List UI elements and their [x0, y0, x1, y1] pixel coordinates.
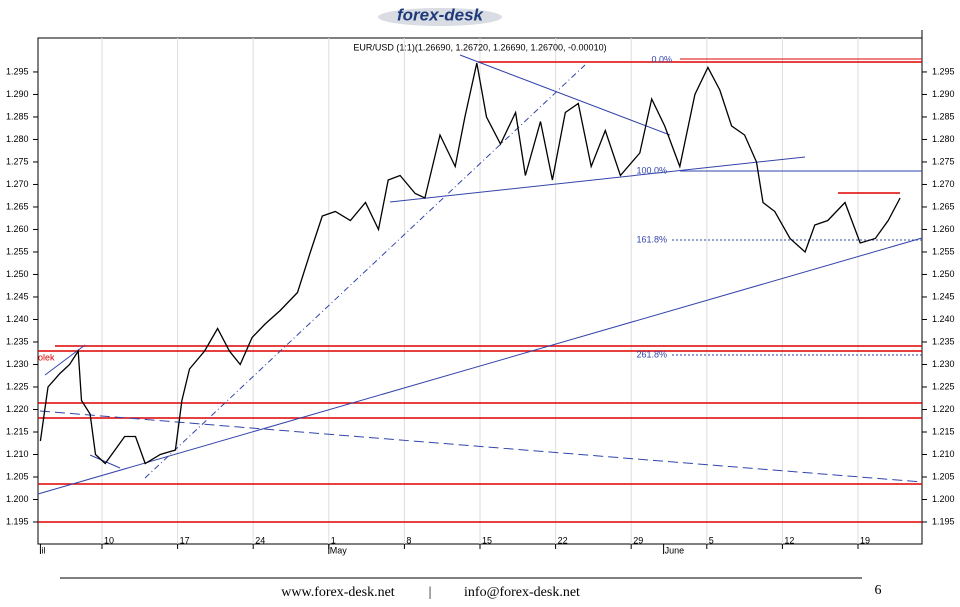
x-tick-label: 17: [180, 535, 190, 545]
y-tick-label: 1.235: [6, 336, 29, 346]
y-tick-label: 1.210: [6, 449, 29, 459]
y-tick-label-right: 1.230: [932, 359, 955, 369]
y-tick-label-right: 1.250: [932, 269, 955, 279]
logo: forex-desk: [397, 5, 485, 24]
page-number: 6: [875, 583, 882, 598]
fib-label: 161.8%: [636, 234, 667, 244]
y-tick-label-right: 1.275: [932, 156, 955, 166]
price-line: [39, 62, 901, 465]
footer-website: www.forex-desk.net: [281, 585, 394, 600]
trend-line: [144, 64, 586, 479]
channel-line: [89, 454, 121, 469]
y-tick-label: 1.285: [6, 111, 29, 121]
drawings: [37, 54, 923, 523]
y-tick-label-right: 1.295: [932, 66, 955, 76]
y-tick-label: 1.245: [6, 291, 29, 301]
chart-title: EUR/USD (1:1)(1.26690, 1.26720, 1.26690,…: [353, 42, 606, 52]
y-tick-label-right: 1.200: [932, 494, 955, 504]
y-tick-label: 1.295: [6, 66, 29, 76]
y-tick-label: 1.265: [6, 201, 29, 211]
level-label: olek: [38, 352, 55, 362]
y-tick-label: 1.215: [6, 426, 29, 436]
y-tick-label-right: 1.255: [932, 246, 955, 256]
trend-line: [459, 54, 671, 136]
x-tick-label: 24: [255, 535, 265, 545]
x-tick-label: 8: [406, 535, 411, 545]
y-tick-label: 1.270: [6, 179, 29, 189]
y-tick-label: 1.275: [6, 156, 29, 166]
month-label: il: [41, 545, 45, 555]
x-tick-label: 22: [558, 535, 568, 545]
y-tick-label-right: 1.225: [932, 381, 955, 391]
y-tick-label-right: 1.240: [932, 314, 955, 324]
y-tick-label-right: 1.290: [932, 89, 955, 99]
fib-label: 100.0%: [636, 165, 667, 175]
y-tick-label: 1.255: [6, 246, 29, 256]
y-tick-label-right: 1.235: [932, 336, 955, 346]
y-tick-label-right: 1.260: [932, 224, 955, 234]
y-tick-label-right: 1.195: [932, 516, 955, 526]
fib-label: 0.0%: [651, 54, 672, 64]
y-tick-label-right: 1.245: [932, 291, 955, 301]
y-tick-label: 1.290: [6, 89, 29, 99]
y-tick-label: 1.220: [6, 404, 29, 414]
month-label: June: [665, 545, 685, 555]
fib-label: 261.8%: [636, 349, 667, 359]
y-tick-label: 1.195: [6, 516, 29, 526]
y-tick-label-right: 1.220: [932, 404, 955, 414]
trend-line: [39, 410, 923, 483]
month-label: May: [330, 545, 348, 555]
y-tick-label: 1.260: [6, 224, 29, 234]
y-tick-label-right: 1.270: [932, 179, 955, 189]
y-tick-label: 1.200: [6, 494, 29, 504]
y-tick-label: 1.240: [6, 314, 29, 324]
y-tick-label-right: 1.215: [932, 426, 955, 436]
y-tick-label: 1.280: [6, 134, 29, 144]
y-tick-label-right: 1.205: [932, 471, 955, 481]
y-tick-label-right: 1.285: [932, 111, 955, 121]
x-tick-label: 12: [784, 535, 794, 545]
trend-line: [389, 156, 806, 203]
y-tick-label: 1.230: [6, 359, 29, 369]
logo-swoosh: [378, 8, 502, 26]
x-tick-label: 15: [482, 535, 492, 545]
x-tick-label: 5: [709, 535, 714, 545]
x-tick-label: 19: [860, 535, 870, 545]
y-tick-label-right: 1.210: [932, 449, 955, 459]
y-tick-label: 1.225: [6, 381, 29, 391]
x-tick-label: 1: [331, 535, 336, 545]
y-tick-label-right: 1.280: [932, 134, 955, 144]
trend-line: [37, 237, 923, 495]
footer-email: info@forex-desk.net: [464, 585, 580, 600]
x-tick-label: 29: [633, 535, 643, 545]
y-tick-label-right: 1.265: [932, 201, 955, 211]
x-tick-label: 10: [104, 535, 114, 545]
footer-separator: |: [429, 585, 432, 600]
y-tick-label: 1.250: [6, 269, 29, 279]
y-tick-label: 1.205: [6, 471, 29, 481]
